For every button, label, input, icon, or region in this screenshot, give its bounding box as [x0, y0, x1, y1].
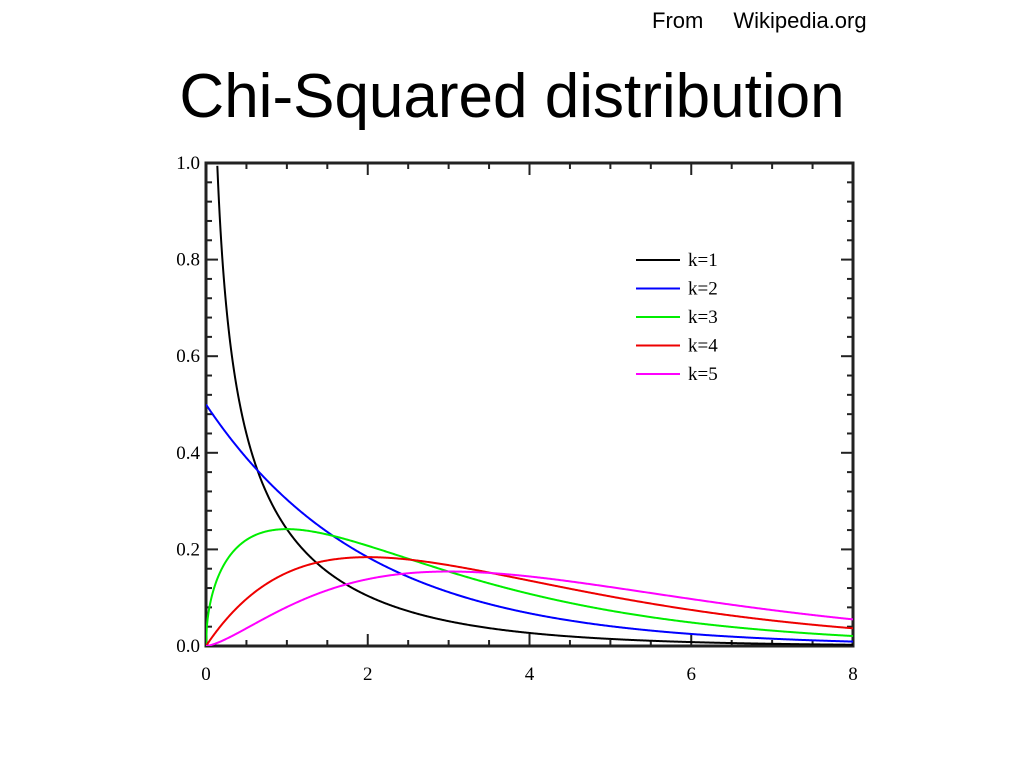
series-line-k2	[206, 403, 853, 643]
y-tick-label: 0.6	[176, 346, 200, 367]
plot-area-frame	[204, 161, 855, 648]
source-site: Wikipedia.org	[733, 8, 867, 33]
axis-ticks	[205, 162, 854, 647]
x-tick-label: 8	[848, 664, 858, 685]
series-line-k4	[206, 556, 853, 646]
y-tick-label: 0.4	[176, 443, 200, 464]
x-tick-label: 2	[363, 664, 373, 685]
series-line-k1	[216, 165, 853, 646]
series-curves	[206, 165, 853, 646]
legend-label-k4: k=4	[688, 336, 718, 357]
axis-tick-labels: 0 2 4 6 8 0.0 0.2 0.4 0.6 0.8 1.0	[176, 153, 858, 685]
y-tick-label: 1.0	[176, 153, 200, 174]
y-tick-label: 0.0	[176, 636, 200, 657]
y-tick-label: 0.2	[176, 539, 200, 560]
page-title: Chi-Squared distribution	[179, 62, 845, 131]
source-credit: From Wikipedia.org	[652, 8, 867, 34]
series-line-k5	[206, 570, 853, 646]
x-tick-label: 0	[201, 664, 211, 685]
legend-label-k3: k=3	[688, 307, 718, 328]
legend: k=1 k=2 k=3 k=4 k=5	[636, 250, 718, 385]
chi-squared-chart: 0 2 4 6 8 0.0 0.2 0.4 0.6 0.8 1.0 k=1 k=2 k=3 k=4 k=5	[176, 153, 858, 685]
legend-label-k5: k=5	[688, 364, 718, 385]
legend-label-k1: k=1	[688, 250, 718, 271]
x-tick-label: 6	[687, 664, 697, 685]
x-tick-label: 4	[525, 664, 535, 685]
series-line-k3	[206, 528, 853, 646]
source-prefix: From	[652, 8, 704, 33]
y-tick-label: 0.8	[176, 250, 200, 271]
legend-label-k2: k=2	[688, 279, 718, 300]
